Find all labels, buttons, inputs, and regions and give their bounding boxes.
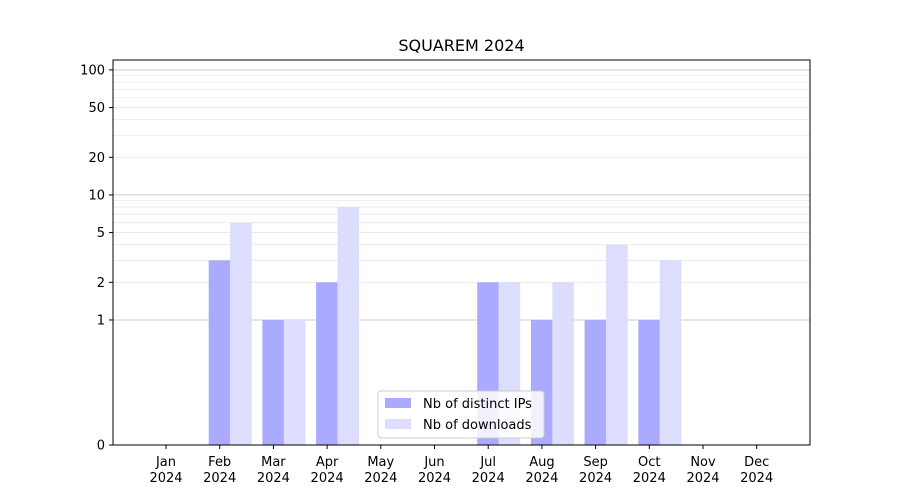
bars [208, 207, 682, 445]
bar-downloads-apr [337, 207, 360, 445]
x-tick-label-year: 2024 [364, 471, 397, 486]
plot-frame [112, 59, 811, 446]
bar-distinct-ips-mar [262, 319, 284, 445]
x-tick-label-year: 2024 [472, 471, 505, 486]
x-tick-label-year: 2024 [418, 471, 451, 486]
x-tick-label-year: 2024 [311, 471, 344, 486]
y-tick-label: 100 [80, 63, 105, 78]
bar-distinct-ips-feb [208, 260, 231, 445]
x-tick-label-year: 2024 [740, 471, 773, 486]
y-tick-label: 0 [97, 439, 105, 454]
y-tick-label: 20 [88, 151, 105, 166]
x-tick-label-month: Nov [690, 455, 716, 470]
x-tick-label-year: 2024 [257, 471, 290, 486]
bar-distinct-ips-apr [316, 282, 338, 445]
y-tick-label: 2 [97, 276, 105, 291]
x-tick-label-month: Aug [529, 455, 554, 470]
y-tick-label: 10 [88, 188, 105, 203]
x-tick-label-month: Mar [261, 455, 286, 470]
y-tick-label: 5 [97, 226, 105, 241]
x-tick-label-year: 2024 [525, 471, 558, 486]
x-tick-label-month: Jan [155, 455, 176, 470]
x-tick-label-year: 2024 [203, 471, 236, 486]
x-tick-label-year: 2024 [686, 471, 719, 486]
legend-box [377, 390, 545, 439]
bar-downloads-feb [230, 222, 252, 445]
y-tick-label: 50 [88, 101, 105, 116]
x-tick-label-month: Jun [423, 455, 444, 470]
legend-swatch-distinct-ips [385, 398, 411, 408]
bar-distinct-ips-sep [584, 319, 607, 445]
bar-downloads-sep [606, 244, 628, 445]
chart-title: SQUAREM 2024 [398, 36, 524, 55]
x-tick-label-month: Sep [583, 455, 608, 470]
y-axis: 0 1 2 5 10 20 50 100 [80, 63, 113, 454]
x-tick-label-year: 2024 [633, 471, 666, 486]
legend-swatch-downloads [385, 419, 411, 429]
legend-label-downloads: Nb of downloads [423, 418, 532, 433]
x-tick-label-year: 2024 [149, 471, 182, 486]
x-tick-label-month: May [367, 455, 394, 470]
x-tick-label-month: Oct [638, 455, 660, 470]
bar-downloads-oct [659, 260, 682, 445]
x-tick-label-month: Feb [208, 455, 231, 470]
bar-downloads-mar [283, 319, 306, 445]
x-tick-label-year: 2024 [579, 471, 612, 486]
legend: Nb of distinct IPs Nb of downloads [377, 390, 545, 439]
x-tick-label-month: Apr [316, 455, 339, 470]
bar-downloads-aug [552, 282, 574, 445]
legend-label-distinct-ips: Nb of distinct IPs [423, 397, 532, 412]
x-tick-label-month: Dec [744, 455, 769, 470]
bar-distinct-ips-oct [638, 319, 660, 445]
x-axis: Jan2024Feb2024Mar2024Apr2024May2024Jun20… [149, 445, 773, 486]
x-tick-label-month: Jul [479, 455, 496, 470]
y-tick-label: 1 [97, 313, 105, 328]
